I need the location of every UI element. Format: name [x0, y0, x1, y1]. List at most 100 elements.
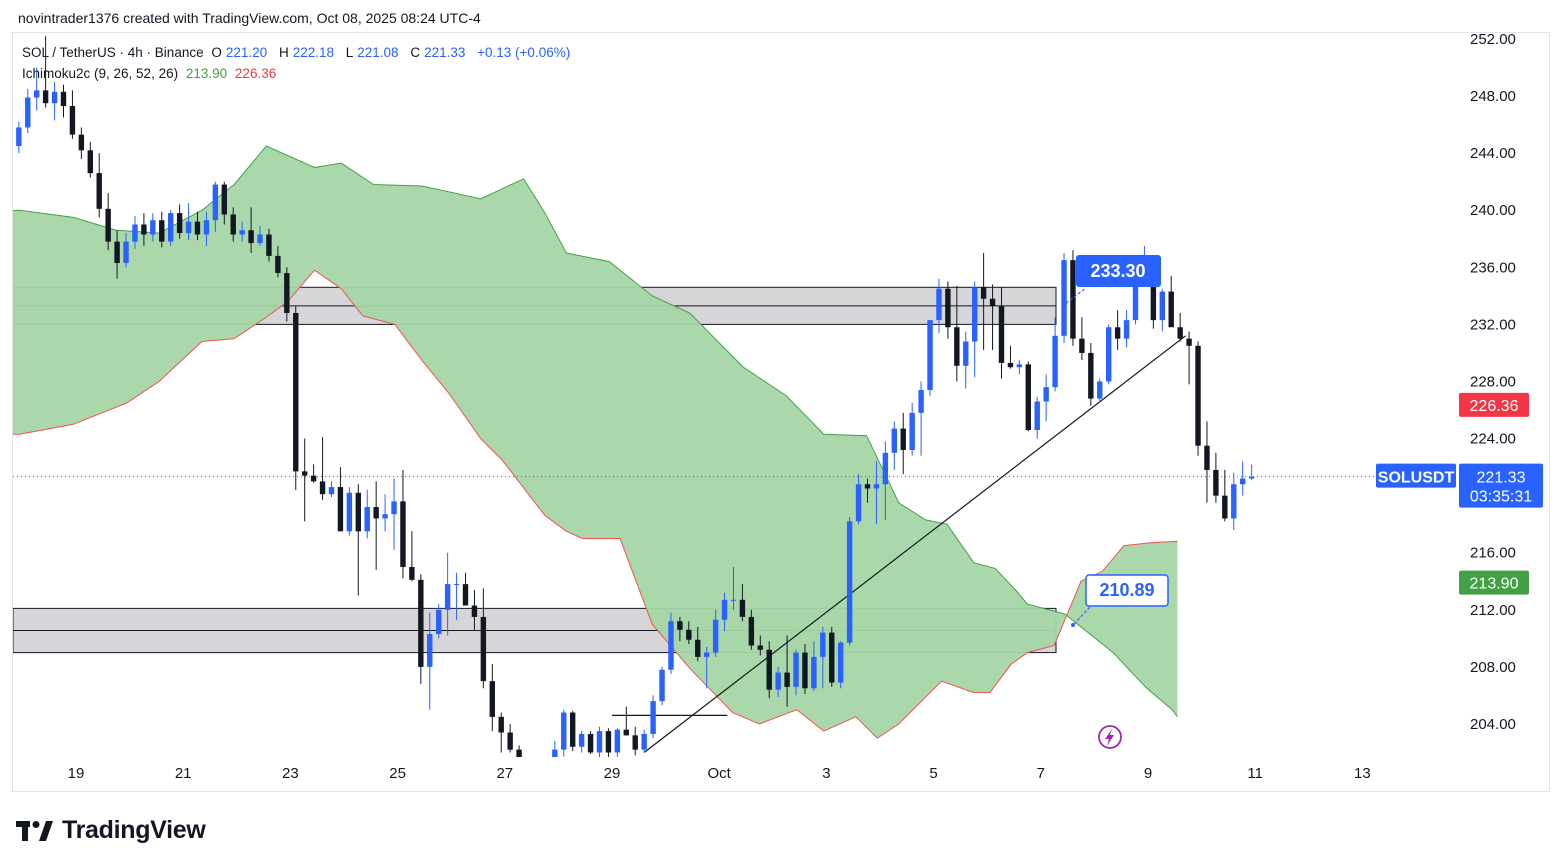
candle [927, 320, 933, 396]
indicator-value-1: 213.90 [185, 66, 228, 81]
candle-body [212, 184, 219, 221]
countdown-text: 03:35:31 [1470, 489, 1532, 506]
candle [60, 84, 67, 118]
candle-body [641, 733, 647, 750]
candle [703, 646, 710, 689]
cloud-fill [13, 146, 1178, 739]
candle [820, 626, 826, 689]
low-value: L 221.08 [345, 45, 399, 60]
candle [739, 584, 746, 622]
candle [1079, 317, 1085, 361]
indicator-title[interactable]: Ichimoku2c (9, 26, 52, 26) [22, 66, 179, 81]
indicator-legend[interactable]: Ichimoku2c (9, 26, 52, 26) 213.90 226.36 [22, 66, 280, 81]
candle-body [587, 733, 594, 753]
candle-body [248, 230, 254, 244]
candle-body [989, 298, 996, 306]
callout-anchor [1063, 302, 1067, 306]
candle-body [51, 91, 58, 104]
candle-body [1070, 260, 1076, 339]
y-tick-label: 212.00 [1470, 602, 1516, 619]
candle [7, 113, 12, 160]
candle-body [230, 214, 236, 235]
candle [954, 285, 960, 382]
candle [0, 103, 4, 152]
candle-body [873, 484, 880, 489]
candle [793, 649, 799, 696]
candle [185, 203, 192, 241]
x-tick-label: 9 [1144, 765, 1152, 782]
candle-body [516, 749, 522, 757]
candle [837, 641, 844, 689]
candle-body [1105, 327, 1112, 382]
candle-body [721, 599, 728, 620]
candle-body [712, 619, 719, 653]
x-tick-label: 27 [496, 765, 513, 782]
candle-body [757, 645, 763, 650]
candle [945, 281, 951, 339]
candle [176, 204, 183, 239]
candle-body [25, 97, 31, 128]
candle-body [1239, 478, 1246, 485]
candle [1222, 469, 1228, 522]
x-tick-label: 23 [282, 765, 299, 782]
tradingview-logo-icon [16, 820, 53, 841]
candle-body [33, 90, 40, 98]
candle [784, 635, 790, 707]
candle-body [507, 732, 513, 750]
candle-body [435, 609, 442, 635]
candle [900, 412, 906, 475]
candle [1097, 378, 1103, 403]
drawing-lines [13, 335, 1457, 753]
candle-body [194, 221, 201, 235]
cloud-span-b-line [13, 269, 1178, 739]
candle [364, 489, 370, 539]
candle [998, 287, 1005, 379]
candle [319, 437, 326, 500]
candle-body [605, 731, 612, 753]
x-tick-label: 13 [1354, 765, 1371, 782]
candle-body [864, 484, 871, 489]
candle [686, 621, 692, 645]
candle-body [552, 749, 558, 757]
x-tick-label: 7 [1037, 765, 1045, 782]
brand-name: TradingView [62, 816, 206, 844]
attribution-text: novintrader1376 created with TradingView… [18, 10, 481, 26]
candle [1016, 360, 1023, 375]
candle [114, 230, 120, 279]
candle [855, 474, 862, 525]
candle [1043, 374, 1049, 422]
callout-box [1085, 574, 1169, 607]
tradingview-logo[interactable]: TradingView [16, 816, 206, 845]
candle-body [328, 487, 335, 495]
candle-body [1025, 364, 1031, 430]
y-tick-label: 224.00 [1470, 431, 1516, 448]
candle [1213, 452, 1219, 503]
candle [159, 211, 165, 248]
candle-body [123, 241, 129, 264]
candle-body [78, 134, 85, 151]
candle [248, 207, 254, 254]
candle-body [632, 735, 638, 750]
lightning-icon-bolt [1105, 729, 1114, 746]
candle-body [650, 701, 656, 734]
candle-body [820, 632, 826, 657]
candle [659, 666, 665, 706]
candle [641, 729, 647, 753]
candle [310, 464, 317, 483]
indicator-value-2: 226.36 [234, 66, 277, 81]
candle-body [677, 621, 683, 630]
candle-body [1097, 381, 1103, 399]
candle-body [409, 566, 415, 580]
candle [677, 616, 683, 642]
candle [427, 612, 433, 710]
candle [1114, 310, 1121, 351]
candle-body [927, 320, 933, 391]
symbol-badge [1376, 463, 1456, 488]
candle [1231, 472, 1237, 530]
symbol-title[interactable]: SOL / TetherUS · 4h · Binance [22, 45, 204, 60]
candle-body [7, 117, 12, 146]
candle-body [1222, 495, 1228, 519]
candle-body [614, 729, 621, 753]
